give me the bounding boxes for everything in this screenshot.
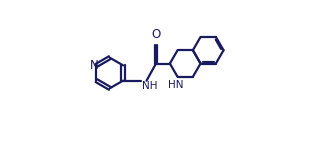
Text: HN: HN [168, 80, 184, 90]
Text: N: N [89, 59, 98, 72]
Text: NH: NH [142, 81, 158, 91]
Text: O: O [151, 28, 161, 41]
